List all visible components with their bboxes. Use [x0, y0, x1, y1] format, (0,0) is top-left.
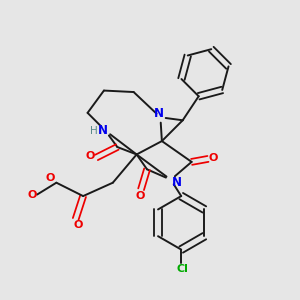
Text: N: N: [98, 124, 107, 137]
Text: O: O: [85, 151, 94, 161]
Text: Cl: Cl: [177, 265, 189, 275]
Text: O: O: [27, 190, 36, 200]
Text: N: N: [172, 176, 182, 189]
Text: O: O: [45, 173, 55, 183]
Text: H: H: [90, 126, 98, 136]
Text: O: O: [208, 153, 218, 163]
Text: N: N: [154, 107, 164, 120]
Text: O: O: [74, 220, 83, 230]
Text: O: O: [136, 191, 145, 201]
